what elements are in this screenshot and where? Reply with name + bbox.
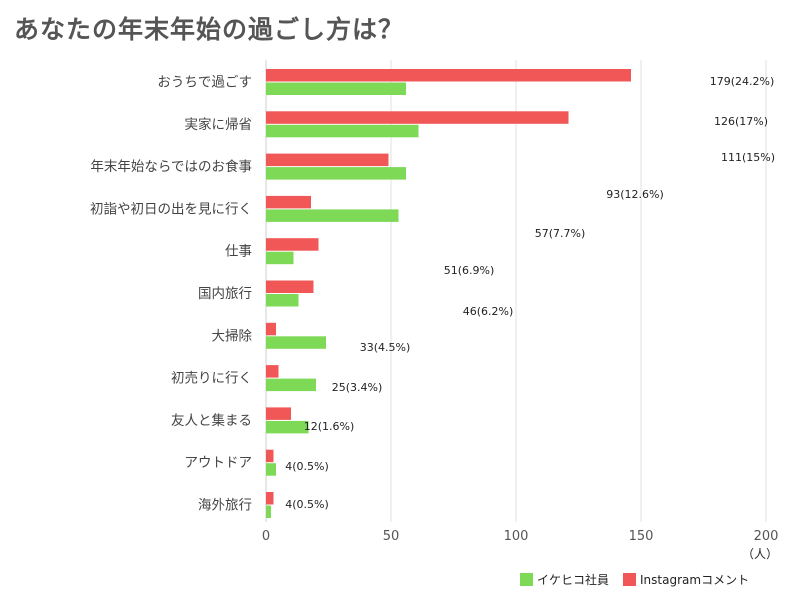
category-label: 海外旅行: [198, 498, 252, 514]
legend-swatch-instagram: [623, 573, 637, 586]
data-label: 179(24.2%): [710, 75, 775, 88]
bar-instagram: [266, 195, 311, 209]
bar-instagram: [266, 238, 319, 251]
data-label: 25(3.4%): [332, 381, 383, 394]
legend-label-employees: イケヒコ社員: [537, 573, 610, 587]
legend-swatch-employees: [520, 573, 533, 586]
bar-instagram: [266, 365, 279, 378]
bar-instagram: [266, 492, 274, 505]
legend-label-instagram: Instagramコメント: [640, 573, 750, 587]
bar-instagram: [266, 449, 274, 463]
data-label: 126(17%): [714, 115, 768, 128]
category-label: 大掃除: [212, 327, 253, 344]
category-label: おうちで過ごす: [157, 75, 252, 91]
bar-employees: [266, 167, 406, 180]
data-label: 93(12.6%): [606, 188, 664, 201]
bar-employees: [266, 251, 294, 265]
bar-employees: [266, 420, 309, 434]
x-tick-label: 150: [629, 529, 654, 544]
bar-instagram: [266, 280, 314, 293]
legend-item-instagram: Instagramコメント: [623, 571, 749, 588]
data-label: 51(6.9%): [444, 264, 495, 277]
category-label: 実家に帰省: [185, 116, 253, 133]
category-label: 友人と集まる: [171, 413, 252, 429]
category-label: 国内旅行: [198, 286, 252, 302]
bar-employees: [266, 463, 276, 476]
bar-instagram: [266, 407, 291, 420]
bar-employees: [266, 505, 271, 518]
chart-title: あなたの年末年始の過ごし方は？: [14, 15, 405, 44]
data-label: 4(0.5%): [285, 460, 329, 473]
data-label: 46(6.2%): [463, 305, 514, 318]
category-label: 仕事: [225, 244, 252, 260]
bar-instagram: [266, 322, 276, 336]
category-label: アウトドア: [185, 455, 253, 471]
bar-employees: [266, 124, 419, 138]
bar-employees: [266, 209, 399, 222]
category-label: 年末年始ならではのお食事: [90, 158, 252, 175]
legend-item-employees: イケヒコ社員: [520, 571, 609, 588]
bar-instagram: [266, 69, 631, 82]
chart-legend: イケヒコ社員 Instagramコメント: [520, 571, 763, 588]
x-unit-label: （人）: [742, 547, 778, 561]
data-label: 33(4.5%): [360, 341, 411, 354]
x-tick-label: 200: [754, 529, 779, 544]
bar-instagram: [266, 111, 569, 124]
x-tick-label: 100: [504, 529, 529, 544]
data-label: 12(1.6%): [304, 420, 355, 433]
bar-employees: [266, 294, 299, 307]
bar-employees: [266, 378, 316, 392]
bar-employees: [266, 336, 326, 349]
bar-employees: [266, 82, 406, 95]
data-label: 57(7.7%): [535, 227, 586, 240]
category-label: 初売りに行く: [171, 370, 252, 387]
data-label: 111(15%): [721, 151, 775, 164]
category-label: 初詣や初日の出を見に行く: [90, 200, 252, 217]
x-tick-label: 0: [262, 529, 270, 544]
data-label: 4(0.5%): [285, 498, 329, 511]
x-tick-label: 50: [383, 529, 400, 544]
bar-instagram: [266, 153, 389, 167]
